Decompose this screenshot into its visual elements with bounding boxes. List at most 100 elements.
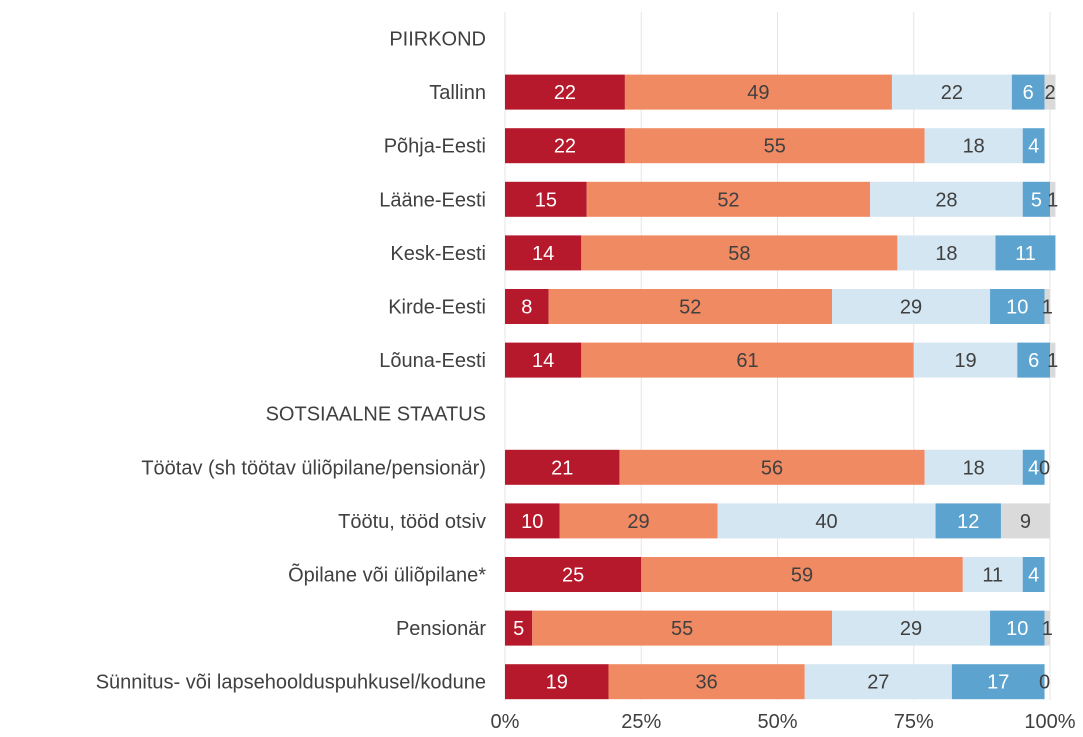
bar-segment — [641, 557, 963, 592]
x-tick-label: 100% — [1024, 711, 1075, 733]
bar-segment — [505, 181, 587, 217]
bar-segment — [1000, 503, 1050, 539]
bar-value-label: 4 — [1028, 136, 1039, 158]
bar-value-label: 21 — [551, 457, 573, 479]
category-label: Lääne-Eesti — [379, 189, 486, 211]
category-label: Kesk-Eesti — [390, 243, 486, 265]
bar-value-label: 18 — [963, 457, 985, 479]
bar-segment — [505, 610, 533, 646]
bar-value-label: 28 — [935, 189, 957, 211]
x-axis-ticks: 0% 25% 50% 75% 100% — [491, 711, 1076, 733]
bars: 22 49 22 6 222 55 18 415 52 28 5 114 58 18 118 52 29 10 11… — [505, 74, 1058, 700]
bar-value-label: 5 — [513, 618, 524, 640]
bar-segment — [624, 74, 892, 110]
bar-value-label: 55 — [764, 136, 786, 158]
bar-value-label: 15 — [535, 189, 557, 211]
bar-value-label: 17 — [987, 672, 1009, 694]
x-tick-label: 50% — [757, 711, 797, 733]
bar-value-label: 10 — [1006, 618, 1028, 640]
bar-segment — [924, 128, 1023, 164]
bar-segment — [559, 503, 718, 539]
bar-value-label: 29 — [900, 297, 922, 319]
bar-segment — [891, 74, 1012, 110]
bar-value-label: 9 — [1020, 511, 1031, 533]
group-header-label: PIIRKOND — [389, 29, 486, 51]
bar-value-label: 1 — [1042, 297, 1053, 319]
bar-value-label: 14 — [532, 243, 554, 265]
category-labels: PIIRKOND Tallinn Põhja-Eesti Lääne-Eesti Kes… — [96, 29, 487, 694]
bar-value-label: 36 — [696, 672, 718, 694]
bar-segment — [624, 128, 925, 164]
bar-segment — [1017, 342, 1050, 378]
bar-segment — [897, 235, 996, 271]
bar-value-label: 6 — [1028, 350, 1039, 372]
bar-value-label: 22 — [554, 136, 576, 158]
bar-segment — [548, 289, 832, 324]
bar-value-label: 49 — [747, 82, 769, 104]
bar-segment — [505, 289, 549, 324]
bar-value-label: 52 — [717, 189, 739, 211]
x-tick-label: 25% — [621, 711, 661, 733]
category-label: Pensionär — [396, 618, 486, 640]
bar-value-label: 5 — [1031, 189, 1042, 211]
category-label: Töötu, tööd otsiv — [338, 511, 486, 533]
bar-segment — [581, 342, 914, 378]
bar-value-label: 1 — [1047, 350, 1058, 372]
bar-segment — [1022, 557, 1045, 592]
bar-value-label: 4 — [1028, 565, 1039, 587]
bar-segment — [1044, 289, 1050, 324]
bar-segment — [1022, 128, 1045, 164]
bar-segment — [962, 557, 1023, 592]
bar-segment — [586, 181, 871, 217]
bar-value-label: 61 — [736, 350, 758, 372]
x-tick-label: 0% — [491, 711, 520, 733]
bar-value-label: 4 — [1028, 457, 1039, 479]
bar-value-label: 25 — [562, 565, 584, 587]
bar-segment — [870, 181, 1023, 217]
bar-segment — [990, 610, 1045, 646]
bar-segment — [913, 342, 1018, 378]
bar-value-label: 56 — [761, 457, 783, 479]
group-header-label: SOTSIAALNE STAATUS — [266, 404, 486, 426]
bar-segment — [505, 342, 582, 378]
bar-value-label: 22 — [941, 82, 963, 104]
bar-segment — [505, 557, 642, 592]
category-label: Õpilane või üliõpilane* — [288, 563, 486, 587]
bar-segment — [832, 289, 991, 324]
bar-segment — [1022, 449, 1045, 485]
bar-value-label: 19 — [954, 350, 976, 372]
bar-value-label: 1 — [1042, 618, 1053, 640]
bar-value-label: 2 — [1044, 82, 1055, 104]
bar-segment — [619, 449, 925, 485]
bar-segment — [505, 74, 625, 110]
category-label: Põhja-Eesti — [384, 136, 486, 158]
x-tick-label: 75% — [894, 711, 934, 733]
bar-segment — [505, 664, 609, 700]
bar-value-label: 59 — [791, 565, 813, 587]
bar-value-label: 14 — [532, 350, 554, 372]
category-label: Sünnitus- või lapsehoolduspuhkusel/kodun… — [96, 672, 486, 694]
bar-value-label: 0 — [1039, 457, 1050, 479]
bar-segment — [995, 235, 1056, 271]
bar-segment — [935, 503, 1001, 539]
bar-segment — [532, 610, 832, 646]
bar-segment — [608, 664, 805, 700]
bar-value-label: 40 — [815, 511, 837, 533]
bar-segment — [1044, 74, 1056, 110]
bar-value-label: 52 — [679, 297, 701, 319]
bar-value-label: 12 — [957, 511, 979, 533]
bar-segment — [990, 289, 1045, 324]
bar-value-label: 22 — [554, 82, 576, 104]
bar-value-label: 55 — [671, 618, 693, 640]
bar-value-label: 1 — [1047, 189, 1058, 211]
bar-segment — [1050, 342, 1056, 378]
bar-value-label: 11 — [1015, 243, 1036, 265]
bar-segment — [505, 503, 560, 539]
bar-value-label: 29 — [627, 511, 649, 533]
bar-segment — [505, 449, 620, 485]
bar-value-label: 19 — [546, 672, 568, 694]
bar-value-label: 10 — [521, 511, 543, 533]
category-label: Tallinn — [429, 82, 486, 104]
bar-segment — [1050, 181, 1056, 217]
bar-segment — [581, 235, 898, 271]
